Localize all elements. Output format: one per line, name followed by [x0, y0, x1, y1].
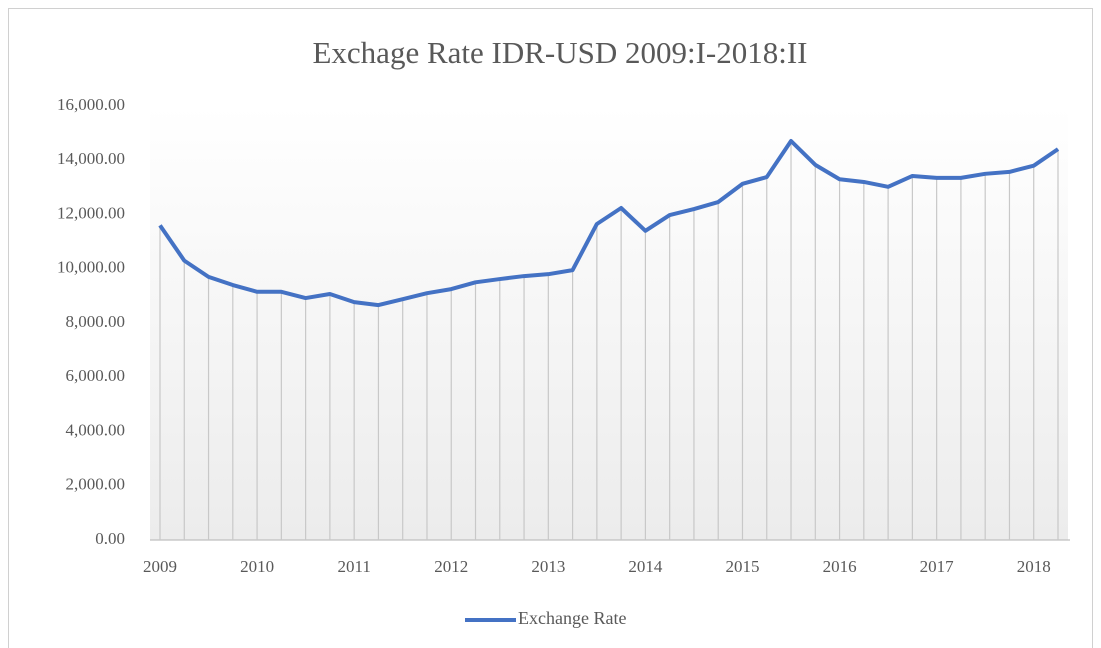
- x-tick-label: 2013: [531, 557, 565, 576]
- y-tick-label: 16,000.00: [57, 95, 125, 114]
- y-tick-label: 6,000.00: [66, 366, 126, 385]
- y-tick-label: 14,000.00: [57, 149, 125, 168]
- y-tick-label: 0.00: [95, 529, 125, 548]
- x-tick-label: 2017: [920, 557, 955, 576]
- x-tick-label: 2012: [434, 557, 468, 576]
- y-tick-label: 12,000.00: [57, 203, 125, 222]
- x-tick-label: 2014: [628, 557, 663, 576]
- y-tick-label: 2,000.00: [66, 475, 126, 494]
- x-tick-label: 2018: [1017, 557, 1051, 576]
- y-tick-label: 8,000.00: [66, 312, 126, 331]
- y-tick-label: 10,000.00: [57, 258, 125, 277]
- y-tick-label: 4,000.00: [66, 420, 126, 439]
- x-tick-label: 2015: [725, 557, 759, 576]
- x-tick-label: 2010: [240, 557, 274, 576]
- series-line: [158, 138, 1060, 308]
- x-tick-label: 2016: [823, 557, 857, 576]
- x-tick-label: 2011: [337, 557, 370, 576]
- x-tick-label: 2009: [143, 557, 177, 576]
- chart-title: Exchage Rate IDR-USD 2009:I-2018:II: [312, 35, 807, 70]
- legend-label: Exchange Rate: [518, 608, 626, 628]
- plot-background: [150, 106, 1068, 540]
- chart-frame: [8, 8, 1093, 648]
